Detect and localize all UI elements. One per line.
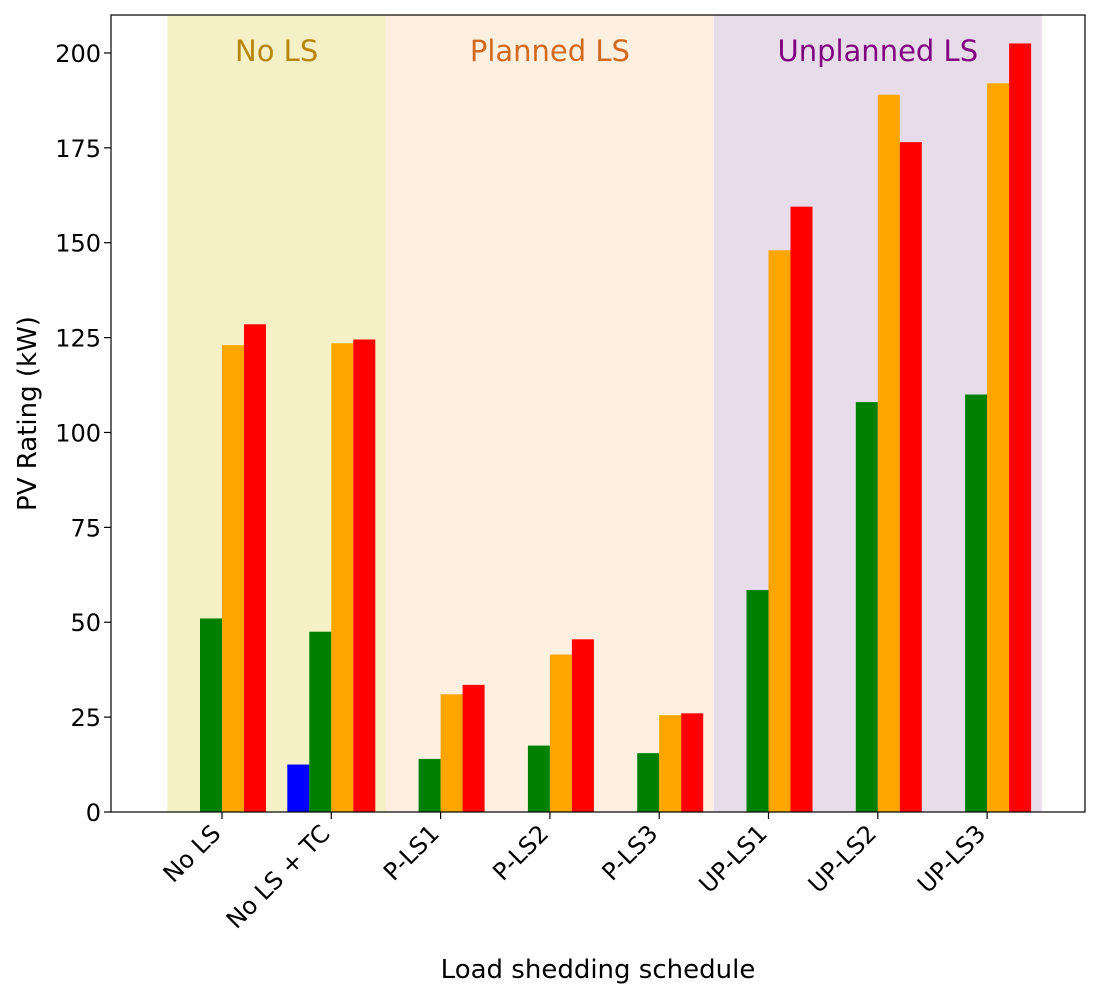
bar [637, 753, 660, 812]
bar [746, 589, 769, 812]
y-tick-label: 25 [70, 704, 101, 732]
region-labels: No LS Planned LS Unplanned LS [235, 34, 978, 68]
x-tick-label: P-LS2 [487, 819, 554, 886]
x-tick-label: UP-LS3 [912, 819, 991, 898]
bar [899, 142, 922, 812]
y-tick-label: 100 [55, 419, 101, 447]
bar [244, 324, 266, 812]
bar [1009, 43, 1032, 812]
y-axis: 0 25 50 75 100 125 150 175 200 [55, 40, 111, 827]
bar [309, 631, 332, 812]
bar [768, 250, 791, 813]
bar [418, 758, 441, 812]
bar [877, 94, 900, 812]
y-tick-label: 175 [55, 135, 101, 163]
y-tick-label: 75 [70, 514, 101, 542]
x-tick-label: P-LS3 [597, 819, 664, 886]
x-tick-label: No LS [158, 819, 227, 888]
bar [659, 715, 682, 812]
bars [200, 43, 1032, 813]
bar [987, 83, 1010, 813]
bar [790, 206, 813, 812]
bar [353, 339, 376, 812]
bar [965, 394, 988, 812]
x-tick-label: UP-LS2 [803, 819, 882, 898]
bar [549, 654, 572, 812]
bar [331, 343, 354, 812]
region-label: Unplanned LS [777, 34, 978, 68]
bar [287, 764, 310, 812]
y-axis-label: PV Rating (kW) [13, 316, 43, 511]
bar [571, 639, 594, 812]
region-label: Planned LS [470, 34, 630, 68]
region-label: No LS [235, 34, 318, 68]
y-tick-label: 0 [86, 799, 101, 827]
bar [527, 745, 550, 812]
x-axis-label: Load shedding schedule [441, 955, 756, 985]
y-tick-label: 200 [55, 40, 101, 68]
bar [855, 402, 878, 812]
plot-frame [110, 14, 1086, 813]
x-tick-label: P-LS1 [378, 819, 445, 886]
y-tick-label: 125 [55, 325, 101, 353]
bar [200, 618, 222, 812]
bar [681, 713, 704, 812]
x-tick-label: UP-LS1 [694, 819, 773, 898]
bar [222, 345, 244, 812]
bar [462, 684, 485, 812]
bar [440, 694, 463, 812]
x-tick-label: No LS + TC [221, 819, 336, 934]
y-tick-label: 50 [70, 609, 101, 637]
y-tick-label: 150 [55, 230, 101, 258]
